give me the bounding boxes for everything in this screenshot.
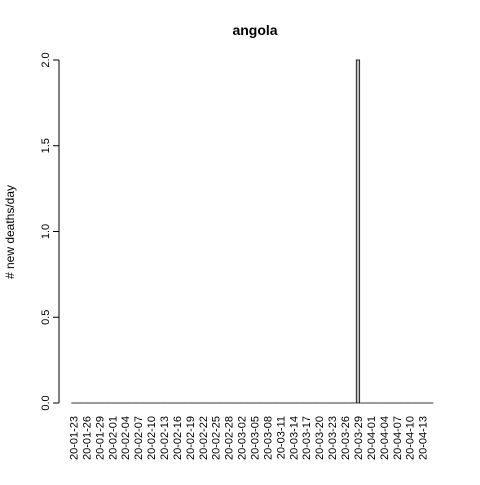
x-tick-label: 20-02-28 xyxy=(224,416,236,460)
x-tick-label: 20-03-17 xyxy=(301,416,313,460)
bar xyxy=(355,59,361,404)
x-tick-label: 20-02-16 xyxy=(172,416,184,460)
x-tick-label: 20-03-11 xyxy=(275,416,287,459)
x-tick-label: 20-02-13 xyxy=(159,416,171,460)
x-tick-label: 20-02-01 xyxy=(107,416,119,460)
x-tick-label: 20-02-25 xyxy=(211,416,223,460)
x-tick-label: 20-03-20 xyxy=(314,416,326,460)
x-tick-label: 20-04-01 xyxy=(366,416,378,460)
x-tick-label: 20-02-04 xyxy=(120,416,132,460)
x-tick-label: 20-04-07 xyxy=(392,416,404,460)
x-tick-label: 20-03-26 xyxy=(340,416,352,460)
y-axis-label: # new deaths/day xyxy=(3,185,17,279)
bars xyxy=(71,59,434,404)
y-tick-label: 0.5 xyxy=(40,310,52,325)
x-tick-label: 20-04-04 xyxy=(379,416,391,460)
x-tick-label: 20-04-10 xyxy=(405,416,417,460)
x-tick-label: 20-04-13 xyxy=(418,416,430,460)
y-tick-label: 1.5 xyxy=(40,138,52,153)
y-axis: 0.0 0.5 1.0 1.5 2.0 xyxy=(40,52,60,411)
x-tick-label: 20-01-29 xyxy=(94,416,106,460)
y-tick-label: 2.0 xyxy=(40,52,52,67)
x-tick-label: 20-01-26 xyxy=(81,416,93,460)
x-tick-label: 20-03-14 xyxy=(288,416,300,460)
x-tick-label: 20-02-19 xyxy=(185,416,197,460)
x-axis: 20-01-23 20-01-26 20-01-29 20-02-01 20-02-04… xyxy=(69,416,430,460)
x-tick-label: 20-01-23 xyxy=(69,416,81,460)
x-tick-label: 20-02-10 xyxy=(146,416,158,460)
y-tick-label: 0.0 xyxy=(40,395,52,410)
y-tick-label: 1.0 xyxy=(40,224,52,239)
chart-title: angola xyxy=(232,22,277,38)
x-tick-label: 20-03-02 xyxy=(237,416,249,460)
x-tick-label: 20-02-07 xyxy=(133,416,145,460)
x-tick-label: 20-02-22 xyxy=(198,416,210,460)
x-tick-label: 20-03-23 xyxy=(327,416,339,460)
x-tick-label: 20-03-29 xyxy=(353,416,365,460)
x-tick-label: 20-03-05 xyxy=(250,416,262,460)
x-tick-label: 20-03-08 xyxy=(262,416,274,460)
